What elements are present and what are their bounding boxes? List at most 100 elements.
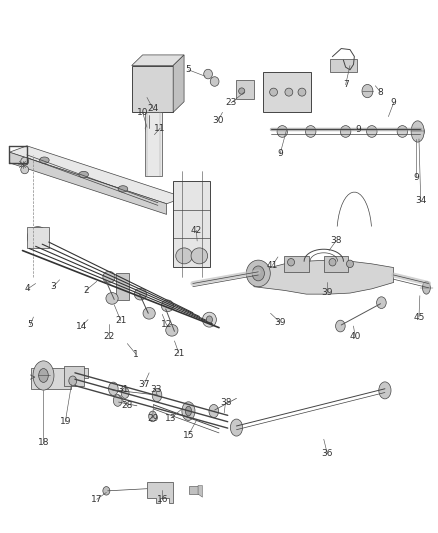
Text: 17: 17 xyxy=(91,495,102,504)
Bar xyxy=(285,256,308,272)
Text: 42: 42 xyxy=(191,226,202,235)
Bar xyxy=(173,181,210,266)
Ellipse shape xyxy=(166,325,178,336)
Ellipse shape xyxy=(239,88,245,94)
Ellipse shape xyxy=(230,419,243,436)
Text: 18: 18 xyxy=(38,439,49,448)
Ellipse shape xyxy=(185,406,191,416)
Ellipse shape xyxy=(118,185,128,192)
Ellipse shape xyxy=(176,248,192,264)
Text: 3: 3 xyxy=(50,282,56,291)
Ellipse shape xyxy=(106,293,118,304)
Ellipse shape xyxy=(121,387,129,398)
Polygon shape xyxy=(31,368,88,389)
Ellipse shape xyxy=(79,171,88,177)
Text: 8: 8 xyxy=(378,87,383,96)
Text: 4: 4 xyxy=(25,284,31,293)
Ellipse shape xyxy=(277,126,288,138)
Text: 30: 30 xyxy=(212,116,224,125)
Ellipse shape xyxy=(103,271,115,283)
Text: 39: 39 xyxy=(321,287,333,296)
Ellipse shape xyxy=(113,394,122,406)
Text: 38: 38 xyxy=(330,237,342,246)
Ellipse shape xyxy=(270,88,278,96)
Ellipse shape xyxy=(298,88,306,96)
Ellipse shape xyxy=(362,84,373,98)
Text: 21: 21 xyxy=(115,316,127,325)
Text: 9: 9 xyxy=(356,125,362,134)
Ellipse shape xyxy=(367,126,377,138)
Ellipse shape xyxy=(202,312,216,327)
Polygon shape xyxy=(147,482,173,503)
Text: 24: 24 xyxy=(147,103,158,112)
Text: 45: 45 xyxy=(413,312,425,321)
Bar xyxy=(330,59,357,72)
Ellipse shape xyxy=(134,288,147,300)
Polygon shape xyxy=(10,146,184,204)
Text: 39: 39 xyxy=(274,318,286,327)
Text: 9: 9 xyxy=(413,173,419,182)
Text: 15: 15 xyxy=(183,431,194,440)
Text: 13: 13 xyxy=(165,414,177,423)
Bar xyxy=(64,366,84,386)
Text: 33: 33 xyxy=(150,385,162,394)
Text: 11: 11 xyxy=(154,124,166,133)
Ellipse shape xyxy=(210,77,219,86)
Text: 37: 37 xyxy=(138,380,150,389)
Text: 21: 21 xyxy=(173,349,184,358)
Ellipse shape xyxy=(21,166,28,174)
Text: 10: 10 xyxy=(137,108,148,117)
Ellipse shape xyxy=(209,405,219,418)
Text: 1: 1 xyxy=(133,350,139,359)
Text: 5: 5 xyxy=(186,66,191,74)
Ellipse shape xyxy=(288,259,294,266)
Ellipse shape xyxy=(69,376,77,385)
Text: 14: 14 xyxy=(76,321,87,330)
Text: 2: 2 xyxy=(83,286,88,295)
Ellipse shape xyxy=(39,157,49,164)
Ellipse shape xyxy=(329,259,336,266)
Ellipse shape xyxy=(305,126,316,138)
Ellipse shape xyxy=(161,300,173,312)
Ellipse shape xyxy=(414,126,424,138)
Text: 9: 9 xyxy=(391,98,396,107)
Text: 31: 31 xyxy=(117,385,129,394)
Ellipse shape xyxy=(346,260,353,268)
Ellipse shape xyxy=(206,316,212,324)
Ellipse shape xyxy=(191,248,208,264)
Ellipse shape xyxy=(336,320,345,332)
Ellipse shape xyxy=(411,121,424,142)
Ellipse shape xyxy=(27,227,48,248)
Polygon shape xyxy=(198,486,202,497)
Ellipse shape xyxy=(252,266,265,281)
Text: 34: 34 xyxy=(415,196,427,205)
Text: 7: 7 xyxy=(343,80,349,89)
Ellipse shape xyxy=(246,260,270,287)
Ellipse shape xyxy=(103,487,110,495)
Ellipse shape xyxy=(109,382,118,395)
Bar xyxy=(145,112,162,176)
Ellipse shape xyxy=(39,368,48,382)
Bar xyxy=(189,486,198,494)
Text: 38: 38 xyxy=(220,398,231,407)
Text: 9: 9 xyxy=(277,149,283,158)
Ellipse shape xyxy=(33,361,54,390)
Ellipse shape xyxy=(149,411,156,422)
Ellipse shape xyxy=(143,308,155,319)
Ellipse shape xyxy=(285,88,293,96)
Bar xyxy=(237,80,254,99)
Text: 28: 28 xyxy=(122,401,133,410)
Polygon shape xyxy=(173,55,184,112)
Ellipse shape xyxy=(340,126,351,138)
Ellipse shape xyxy=(21,157,28,165)
Text: 23: 23 xyxy=(226,98,237,107)
Bar xyxy=(117,273,130,300)
Bar xyxy=(27,227,49,248)
Text: 19: 19 xyxy=(60,417,71,426)
Text: 29: 29 xyxy=(147,414,158,423)
Text: 12: 12 xyxy=(161,320,172,329)
Ellipse shape xyxy=(182,402,195,421)
Bar xyxy=(263,72,311,112)
Ellipse shape xyxy=(423,281,430,294)
Ellipse shape xyxy=(379,382,391,399)
